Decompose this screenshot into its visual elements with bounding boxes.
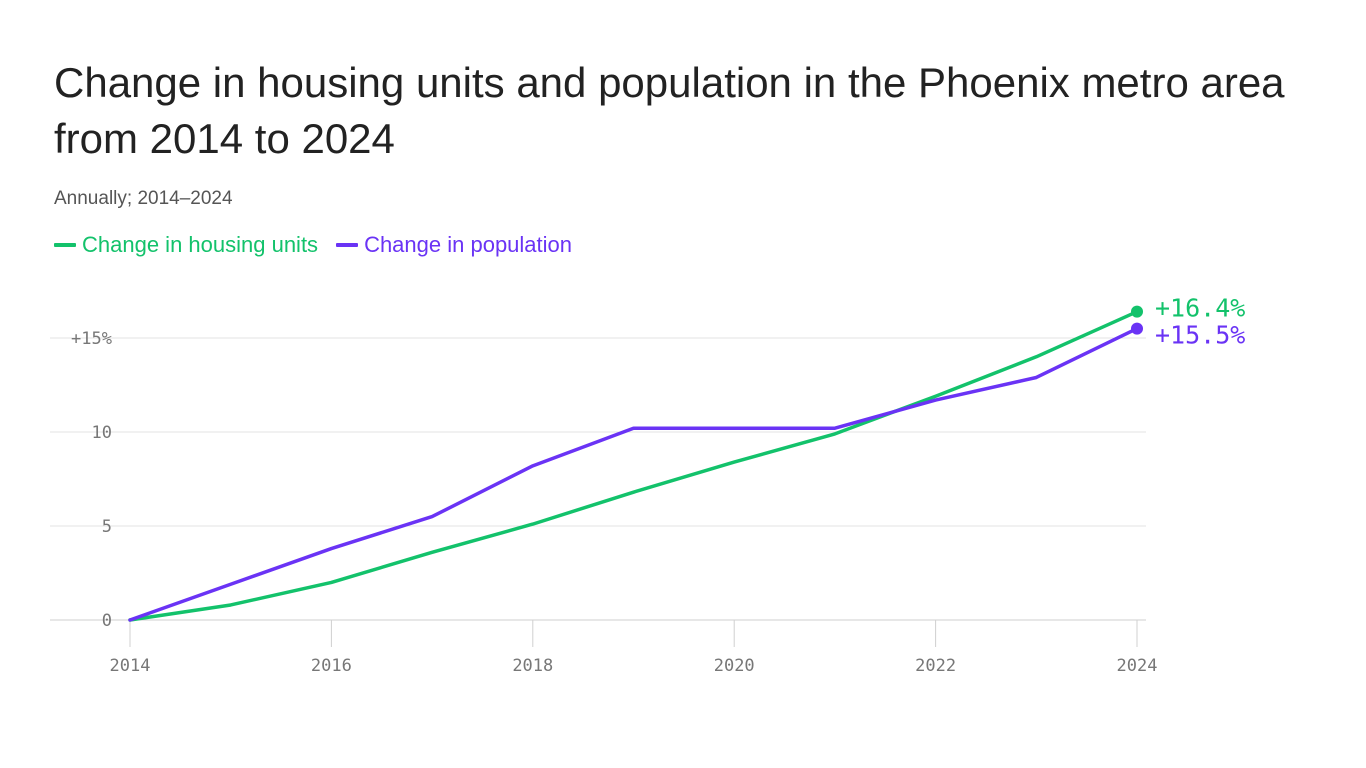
end-label-housing: +16.4% [1155,294,1245,323]
chart-subtitle: Annually; 2014–2024 [54,188,233,209]
legend-swatch-housing [54,243,76,247]
end-label-population: +15.5% [1155,321,1245,350]
x-tick-label: 2014 [110,656,151,676]
legend-label-population: Change in population [364,232,573,257]
series-line-housing [128,309,1139,622]
y-tick-label: +15% [71,329,112,349]
legend-label-housing: Change in housing units [82,232,319,257]
x-tick-label: 2018 [512,656,553,676]
chart-legend: Change in housing units Change in popula… [54,232,572,258]
x-tick-label: 2020 [714,656,755,676]
legend-swatch-population [336,243,359,247]
x-tick-label: 2022 [915,656,956,676]
x-tick-label: 2016 [311,656,352,676]
series-line-population [128,326,1139,622]
chart-title: Change in housing units and population i… [54,59,1285,162]
end-point-housing [1131,305,1143,318]
y-tick-label: 10 [92,423,112,443]
y-tick-label: 5 [102,517,112,537]
legend-item-housing: Change in housing units [54,232,318,258]
legend-item-population: Change in population [336,232,572,258]
x-tick-label: 2024 [1117,656,1158,676]
end-point-population [1131,322,1143,335]
y-tick-label: 0 [102,611,112,631]
